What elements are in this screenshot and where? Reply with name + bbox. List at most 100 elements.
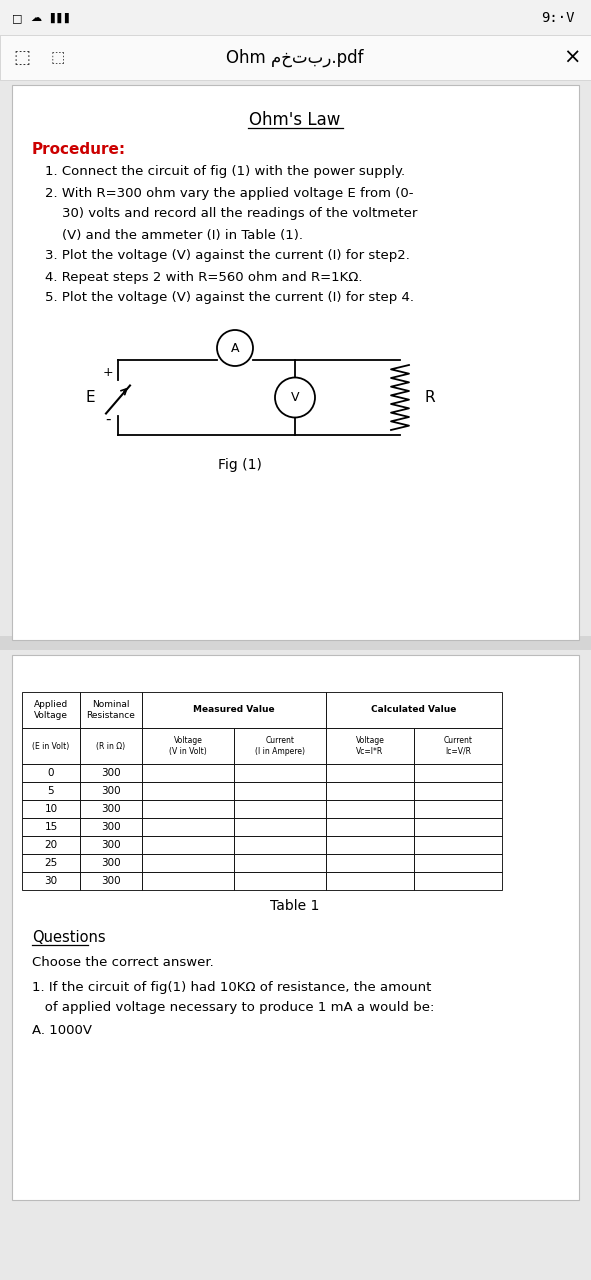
Text: 300: 300 [101,804,121,814]
Text: A. 1000V: A. 1000V [32,1024,92,1037]
Text: 5: 5 [48,786,54,796]
Text: E: E [85,390,95,404]
Bar [414,728,502,764]
Bar [234,764,326,782]
Bar [22,764,80,782]
Bar [12,655,579,1201]
Text: 9:·V: 9:·V [541,12,575,26]
Text: ⬚: ⬚ [51,50,65,65]
Text: Questions: Questions [32,931,106,946]
Text: Current
Ic=V/R: Current Ic=V/R [443,736,472,755]
Text: 25: 25 [44,858,58,868]
Text: 30: 30 [44,876,57,886]
Bar [80,872,142,890]
Text: Measured Value: Measured Value [193,705,275,714]
Bar [0,0,591,35]
Text: R: R [425,390,436,404]
Text: Procedure:: Procedure: [32,142,126,157]
Text: A: A [230,342,239,355]
Bar [234,728,326,764]
Text: -: - [105,412,111,428]
Text: Fig (1): Fig (1) [218,458,262,472]
Bar [234,818,326,836]
Text: 3. Plot the voltage (V) against the current (I) for step2.: 3. Plot the voltage (V) against the curr… [45,250,410,262]
Text: ×: × [563,47,581,68]
Bar [142,836,234,854]
Bar [12,84,579,640]
Text: 20: 20 [44,840,57,850]
Bar [414,818,502,836]
Bar [234,836,326,854]
Circle shape [217,330,253,366]
Text: 300: 300 [101,840,121,850]
Bar [142,818,234,836]
Text: Calculated Value: Calculated Value [371,705,457,714]
Text: 2. With R=300 ohm vary the applied voltage E from (0-: 2. With R=300 ohm vary the applied volta… [45,187,414,200]
Bar [80,800,142,818]
Bar [80,728,142,764]
Text: V: V [291,390,299,404]
Bar [414,800,502,818]
Text: Current
(I in Ampere): Current (I in Ampere) [255,736,305,755]
Text: 300: 300 [101,768,121,778]
Bar [326,728,414,764]
Text: 15: 15 [44,822,58,832]
Text: ☁: ☁ [30,13,41,23]
Bar [326,692,502,728]
Text: 300: 300 [101,822,121,832]
Bar [326,872,414,890]
Bar [80,818,142,836]
Text: 30) volts and record all the readings of the voltmeter: 30) volts and record all the readings of… [45,207,417,220]
Text: 300: 300 [101,858,121,868]
Bar [80,782,142,800]
Text: 1. Connect the circuit of fig (1) with the power supply.: 1. Connect the circuit of fig (1) with t… [45,165,405,178]
Bar [80,836,142,854]
Text: Applied
Voltage: Applied Voltage [34,700,68,719]
Bar [22,872,80,890]
Bar [234,800,326,818]
Text: 10: 10 [44,804,57,814]
Bar [326,782,414,800]
Bar [22,782,80,800]
Text: 300: 300 [101,786,121,796]
Bar [326,836,414,854]
Bar [326,818,414,836]
Bar [142,692,326,728]
Bar [234,872,326,890]
Bar [414,782,502,800]
Bar [414,872,502,890]
Text: +: + [103,366,113,379]
Bar [142,782,234,800]
Text: (V) and the ammeter (I) in Table (1).: (V) and the ammeter (I) in Table (1). [45,229,303,242]
Text: of applied voltage necessary to produce 1 mA a would be:: of applied voltage necessary to produce … [32,1001,434,1015]
Bar [326,854,414,872]
Text: Nominal
Resistance: Nominal Resistance [86,700,135,719]
Bar [414,836,502,854]
Bar [80,854,142,872]
Bar [326,800,414,818]
Bar [414,854,502,872]
Bar [22,818,80,836]
Text: 4. Repeat steps 2 with R=560 ohm and R=1KΩ.: 4. Repeat steps 2 with R=560 ohm and R=1… [45,270,362,283]
Text: ▌▌▌: ▌▌▌ [50,13,73,23]
Bar [414,764,502,782]
Bar [80,764,142,782]
Bar [22,836,80,854]
Bar [142,872,234,890]
Bar [22,800,80,818]
Text: ⬚: ⬚ [14,49,31,67]
Text: (R in Ω): (R in Ω) [96,741,125,750]
Bar [80,692,142,728]
Text: 5. Plot the voltage (V) against the current (I) for step 4.: 5. Plot the voltage (V) against the curr… [45,292,414,305]
Text: Ohm's Law: Ohm's Law [249,111,340,129]
Bar [142,854,234,872]
Bar [142,764,234,782]
Text: □: □ [12,13,22,23]
Bar [326,764,414,782]
Bar [234,854,326,872]
Text: Ohm مختبر.pdf: Ohm مختبر.pdf [226,49,363,67]
Text: 0: 0 [48,768,54,778]
Circle shape [275,378,315,417]
Bar [142,800,234,818]
Text: 300: 300 [101,876,121,886]
